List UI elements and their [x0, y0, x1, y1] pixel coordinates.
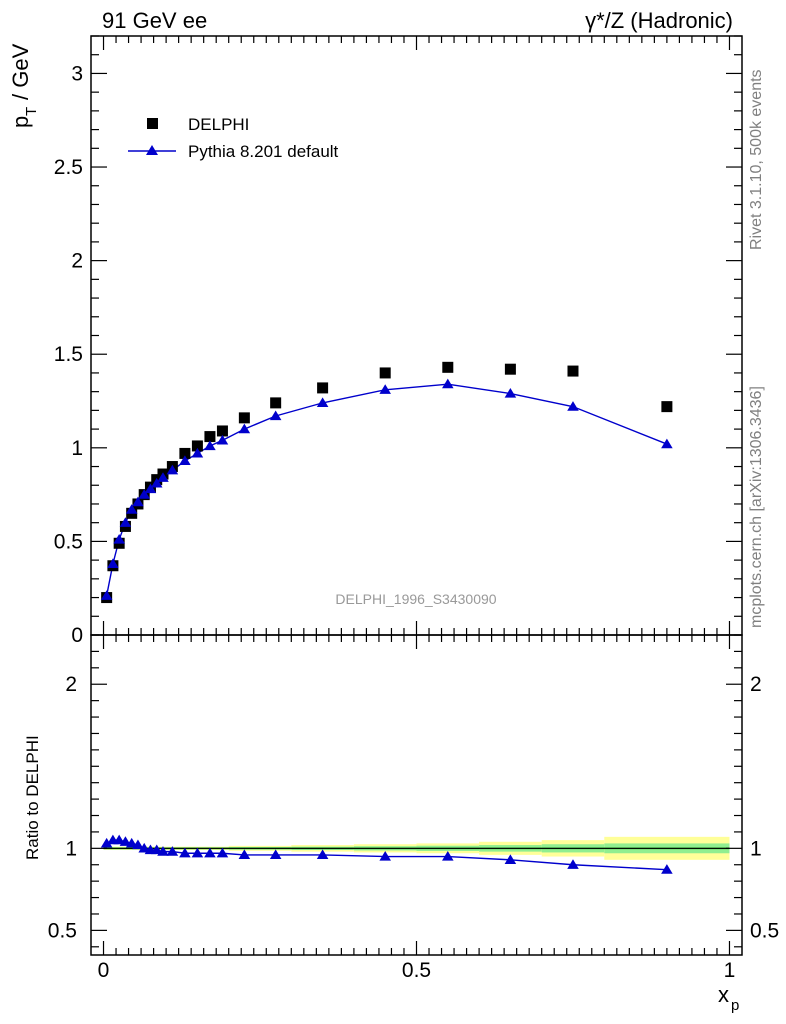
delphi-point	[379, 367, 391, 379]
pythia-point	[661, 438, 673, 449]
bottom-y-tick-label-left: 0.5	[48, 919, 77, 942]
delphi-point	[567, 365, 579, 377]
uncertainty-band	[103, 836, 730, 860]
top-y-axis-label: p. T / GeV	[8, 43, 40, 128]
ratio-point	[132, 839, 144, 850]
delphi-point	[317, 382, 329, 394]
ratio-point	[216, 847, 229, 858]
top-ylabel-sub: T	[23, 107, 40, 116]
pythia-point	[125, 504, 138, 514]
legend-marker-pythia	[146, 145, 158, 155]
top-panel-ticks: 0 0.5 1 1.5 2 2.5 3	[54, 35, 742, 647]
ratio-point	[504, 854, 517, 864]
delphi-point	[204, 431, 216, 443]
ratio-point	[269, 849, 282, 860]
pythia-point	[132, 496, 144, 507]
bottom-panel-ticks: 0.5 0.5 1 1 2 2 0 0.5 1	[48, 634, 779, 982]
x-axis-label: x p	[718, 982, 739, 1014]
delphi-point	[661, 401, 673, 413]
ratio-point	[191, 847, 204, 858]
pythia-point	[144, 483, 157, 494]
top-y-tick-label: 0.5	[54, 530, 83, 553]
ratio-point	[119, 836, 132, 846]
delphi-point	[270, 397, 282, 409]
delphi-point	[238, 412, 250, 424]
pythia-point	[504, 388, 517, 398]
x-tick-label: 0.5	[402, 959, 431, 982]
pythia-point	[216, 434, 229, 445]
pythia-point	[191, 447, 204, 458]
delphi-point	[191, 440, 203, 452]
ratio-point	[316, 849, 329, 860]
pythia-point	[379, 384, 391, 394]
legend-marker-delphi	[147, 118, 158, 129]
pythia-point	[166, 464, 179, 475]
delphi-point	[179, 447, 191, 459]
top-y-tick-label: 0	[71, 624, 83, 647]
bottom-y-tick-label-right: 1	[750, 837, 762, 860]
analysis-watermark: DELPHI_1996_S3430090	[335, 591, 496, 607]
xlabel-main: x	[718, 982, 729, 1007]
ratio-point	[166, 846, 179, 856]
top-ylabel-unit: / GeV	[8, 43, 33, 100]
header-left-title: 91 GeV ee	[102, 8, 207, 33]
mcplots-label: mcplots.cern.ch [arXiv:1306.3436]	[748, 386, 765, 628]
ratio-point	[150, 844, 163, 855]
ratio-point	[100, 837, 113, 848]
header-right-title: γ*/Z (Hadronic)	[585, 8, 733, 33]
pythia-point	[316, 397, 329, 408]
ratio-point	[179, 847, 191, 858]
xlabel-sub: p	[731, 997, 739, 1014]
top-y-tick-label: 1.5	[54, 343, 83, 366]
delphi-point	[442, 361, 454, 373]
bottom-panel-frame	[90, 634, 743, 956]
pythia-point	[179, 455, 191, 466]
pythia-point	[269, 410, 282, 421]
bottom-y-axis-label: Ratio to DELPHI	[23, 735, 42, 860]
pythia-point	[157, 472, 169, 482]
top-y-tick-label: 3	[71, 62, 83, 85]
ratio-point	[661, 864, 673, 874]
pythia-point	[138, 489, 150, 499]
ratio-point	[138, 842, 150, 853]
delphi-point	[504, 363, 516, 375]
delphi-point	[216, 425, 228, 437]
pythia-point	[204, 440, 216, 451]
bottom-y-tick-label-right: 2	[750, 673, 762, 696]
ratio-point	[442, 851, 454, 861]
legend: DELPHI Pythia 8.201 default	[128, 115, 339, 161]
top-y-tick-label: 2.5	[54, 156, 83, 179]
top-ylabel-main: p	[8, 116, 33, 128]
rivet-version-label: Rivet 3.1.10, 500k events	[748, 69, 765, 250]
bottom-y-tick-label-left: 2	[65, 673, 77, 696]
bottom-panel-series	[100, 834, 673, 874]
x-tick-label: 1	[724, 959, 736, 982]
pythia-point	[150, 477, 163, 488]
pythia-point	[442, 378, 454, 389]
top-y-tick-label: 1	[71, 437, 83, 460]
ratio-point	[113, 834, 125, 845]
svg-text:p.: p.	[8, 116, 33, 128]
top-y-tick-label: 2	[71, 250, 83, 273]
pythia-point	[119, 517, 132, 527]
pythia-line	[105, 383, 668, 596]
ratio-point	[238, 849, 251, 860]
ratio-point	[567, 859, 579, 869]
x-tick-label: 0	[98, 959, 110, 982]
pythia-point	[113, 534, 125, 544]
ratio-point	[204, 847, 216, 858]
ratio-point	[125, 837, 138, 848]
bottom-y-tick-label-left: 1	[65, 837, 77, 860]
ratio-point	[379, 851, 391, 861]
pythia-point	[100, 590, 113, 600]
bottom-y-tick-label-right: 0.5	[750, 919, 779, 942]
pythia-point	[567, 401, 579, 411]
top-panel-series	[100, 361, 673, 604]
legend-label-pythia: Pythia 8.201 default	[188, 142, 339, 161]
legend-label-delphi: DELPHI	[188, 115, 249, 134]
pythia-point	[107, 558, 119, 568]
ratio-point	[157, 846, 169, 856]
pythia-point	[238, 423, 251, 434]
